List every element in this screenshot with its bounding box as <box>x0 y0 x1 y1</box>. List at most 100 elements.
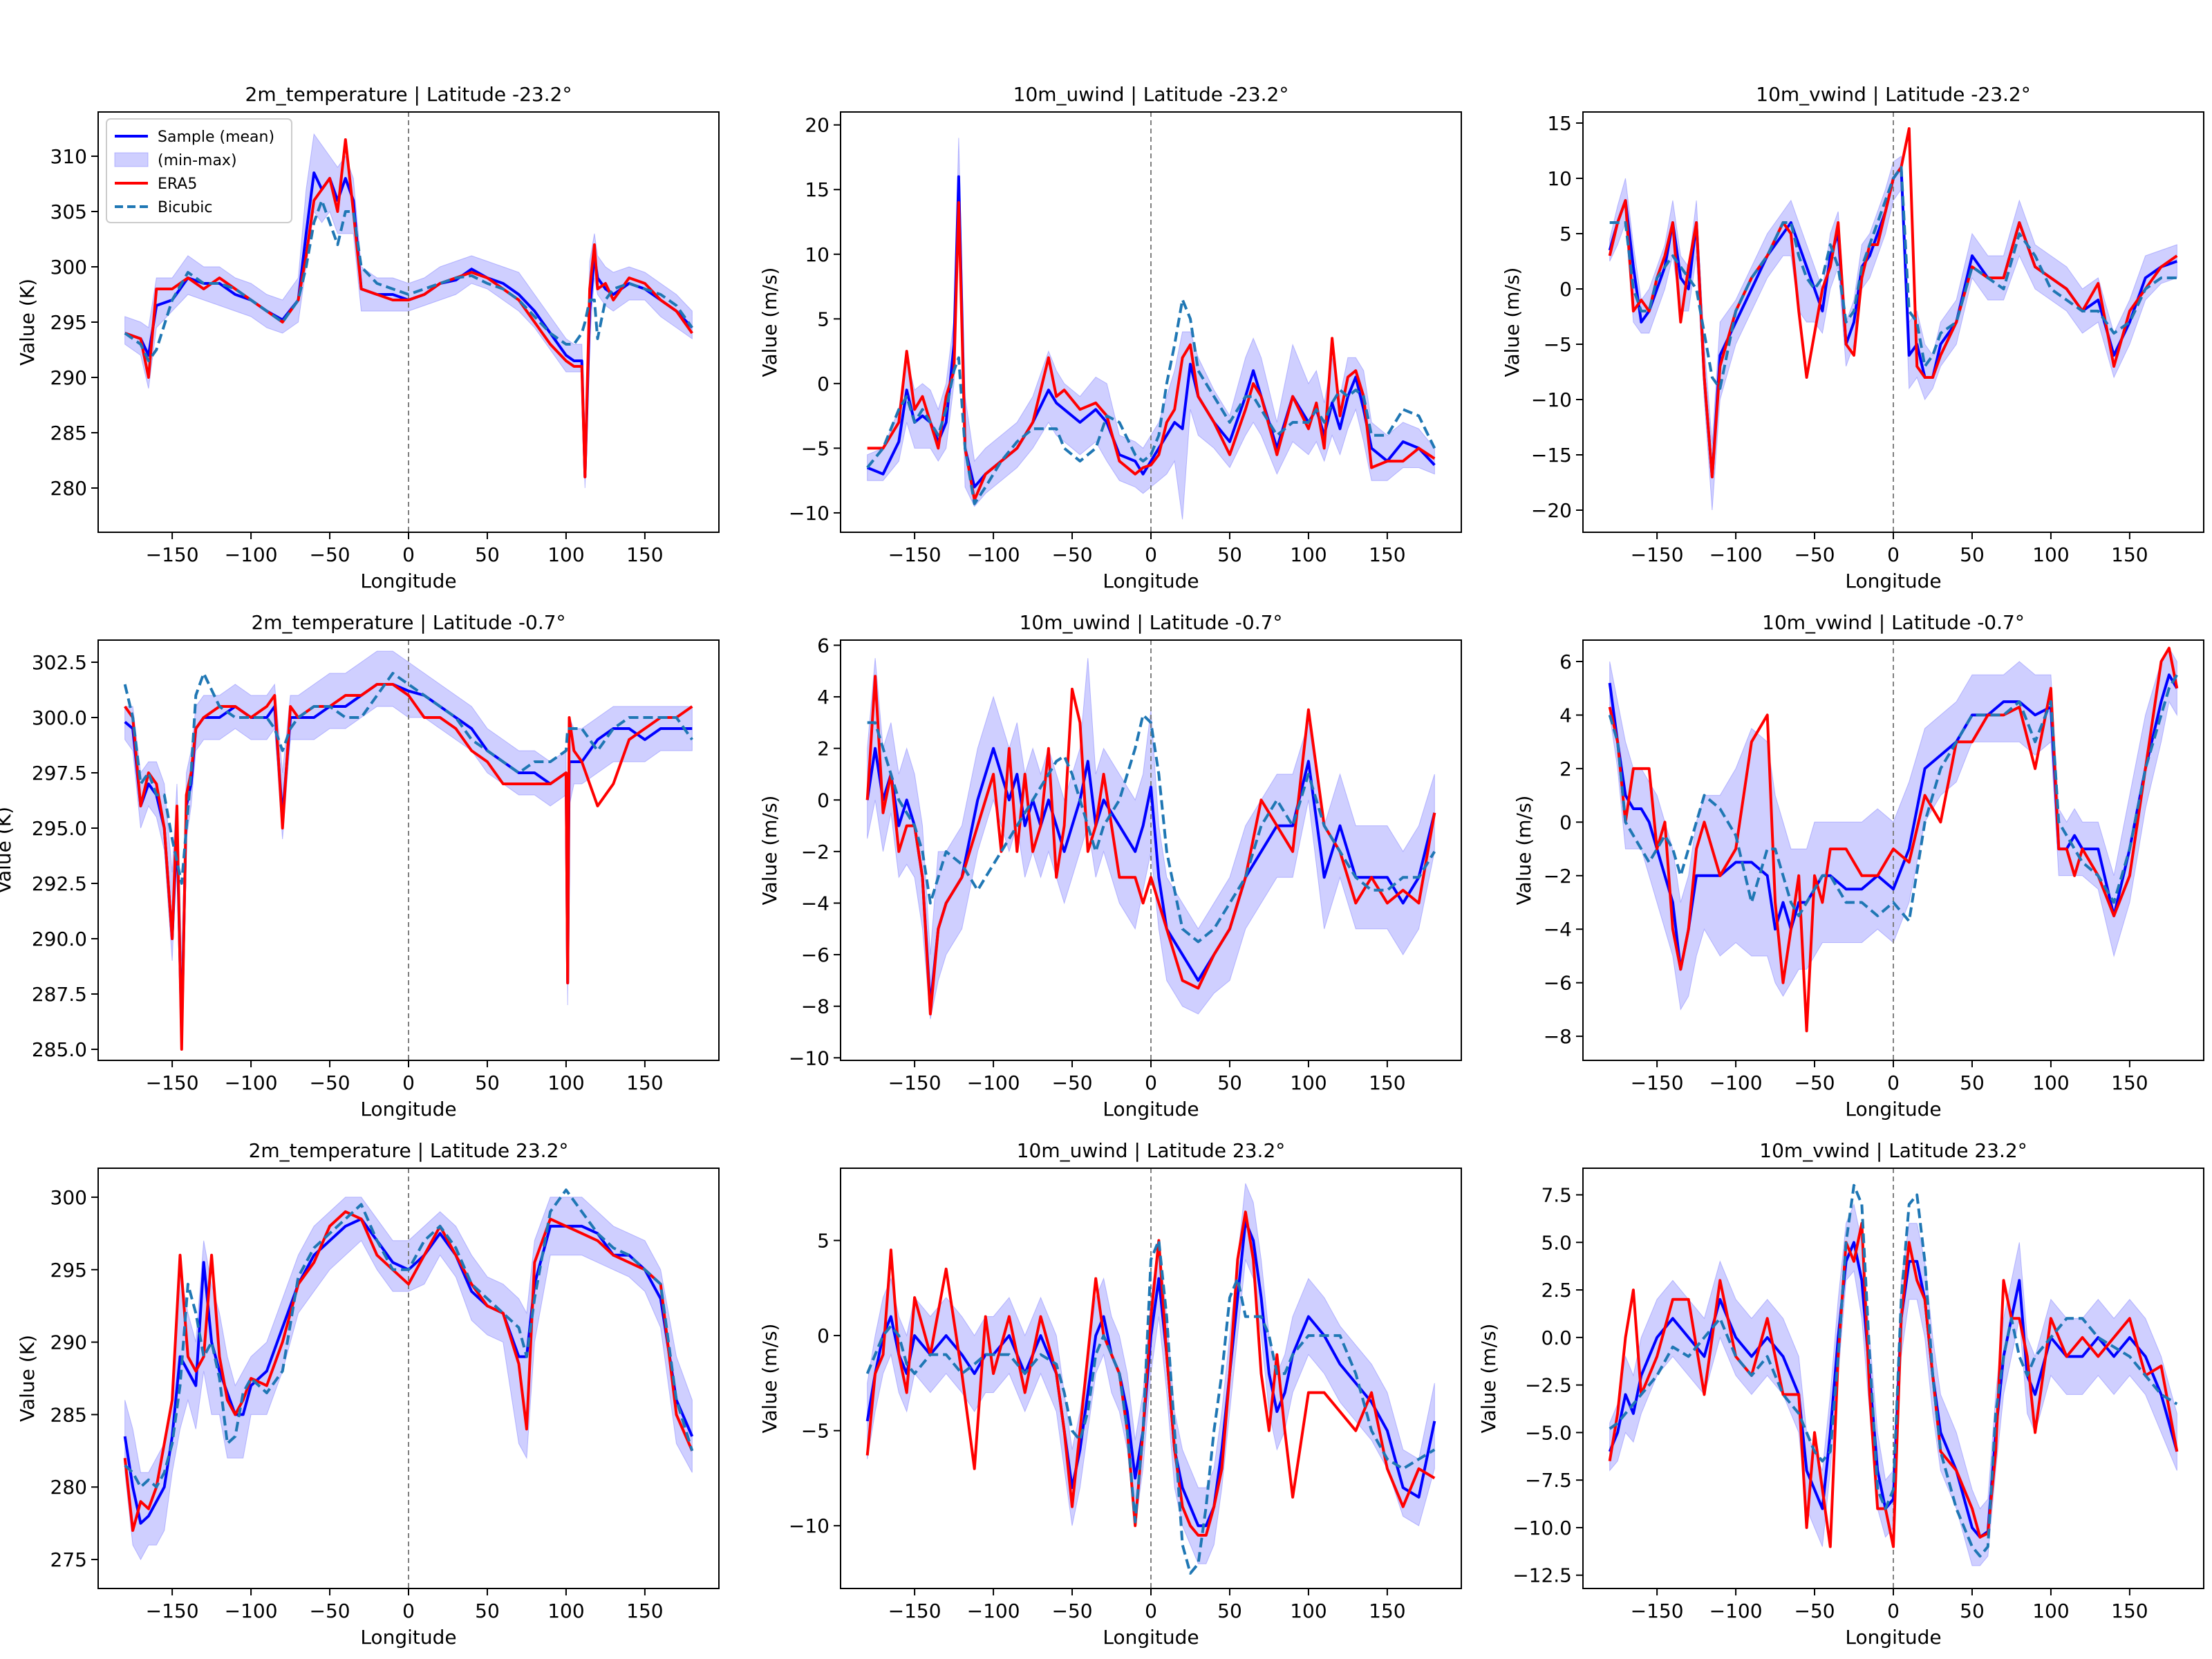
x-tick-label: −50 <box>1794 1071 1835 1094</box>
x-tick-label: −50 <box>1051 543 1092 566</box>
panel-title: 10m_vwind | Latitude -23.2° <box>1756 83 2031 106</box>
sample-mean-line <box>1608 673 2179 971</box>
x-axis-label: Longitude <box>1103 1098 1199 1121</box>
x-tick-label: −150 <box>146 1071 199 1094</box>
plot-area <box>1608 1168 2179 1588</box>
y-tick-label: 290.0 <box>32 928 87 950</box>
x-tick-label: 150 <box>1369 1071 1405 1094</box>
bicubic-line <box>123 672 693 885</box>
bicubic-line <box>124 199 693 362</box>
x-tick-label: −100 <box>967 1071 1020 1094</box>
x-tick-label: −100 <box>1709 1600 1763 1622</box>
x-tick-label: 50 <box>1217 543 1242 566</box>
y-tick-label: 300 <box>50 1186 87 1209</box>
y-tick-label: 0 <box>817 1324 830 1347</box>
plot-area <box>866 112 1436 532</box>
x-axis-label: Longitude <box>1103 570 1199 592</box>
x-tick-label: 50 <box>475 543 500 566</box>
y-tick-label: 280 <box>50 477 87 500</box>
x-tick-label: −150 <box>1631 1071 1684 1094</box>
y-axis-label: Value (m/s) <box>1501 268 1524 377</box>
panel-title: 10m_uwind | Latitude 23.2° <box>1017 1139 1286 1162</box>
y-axis-label: Value (m/s) <box>1512 796 1535 906</box>
x-tick-label: 150 <box>2111 1600 2148 1622</box>
y-tick-label: −10 <box>789 1515 830 1537</box>
y-tick-label: 300.0 <box>32 706 87 729</box>
panel-5: −150 −100 −50 0 50 100 150 −10 −8 −6 −4 −2 0 2 4 6 10m_u… <box>758 611 1462 1121</box>
x-tick-label: −50 <box>1051 1600 1092 1622</box>
x-tick-label: 150 <box>626 1600 663 1622</box>
x-axis-label: Longitude <box>360 1098 456 1121</box>
y-axis-label: Value (K) <box>0 807 15 894</box>
sample-mean-line <box>123 1217 694 1525</box>
y-axis-label: Value (K) <box>16 279 39 366</box>
y-tick-label: 10 <box>805 243 830 266</box>
y-tick-label: 295 <box>50 311 87 334</box>
panel-title: 10m_uwind | Latitude -0.7° <box>1020 611 1283 634</box>
x-tick-label: −150 <box>146 543 199 566</box>
y-tick-label: 290 <box>50 366 87 389</box>
y-tick-label: 10 <box>1547 167 1572 190</box>
y-tick-label: −8 <box>801 995 830 1018</box>
y-tick-label: 15 <box>805 178 830 201</box>
y-axis-label: Value (K) <box>16 1335 39 1422</box>
x-tick-label: 50 <box>1960 1071 1985 1094</box>
y-tick-label: 295.0 <box>32 817 87 840</box>
y-tick-label: 5 <box>817 1230 830 1253</box>
bicubic-line <box>865 1239 1436 1575</box>
x-tick-label: −50 <box>309 1600 350 1622</box>
x-tick-label: 150 <box>1369 543 1405 566</box>
x-tick-label: −100 <box>225 1071 278 1094</box>
y-tick-label: 5.0 <box>1541 1231 1572 1254</box>
panel-title: 2m_temperature | Latitude -23.2° <box>245 83 572 106</box>
y-tick-label: 0 <box>1559 811 1572 834</box>
y-tick-label: 297.5 <box>32 762 87 785</box>
panel-title: 10m_vwind | Latitude -0.7° <box>1762 611 2025 634</box>
x-tick-label: −50 <box>309 543 350 566</box>
x-tick-label: 0 <box>1145 543 1157 566</box>
bicubic-line <box>1609 1183 2178 1558</box>
plot-area <box>865 1168 1436 1588</box>
y-tick-label: 0.0 <box>1541 1327 1572 1349</box>
panel-1: −150 −100 −50 0 50 100 150 280 285 290 295 300 305 31… <box>16 83 720 592</box>
y-tick-label: 7.5 <box>1541 1184 1572 1207</box>
x-tick-label: 50 <box>1960 543 1985 566</box>
y-tick-label: −15 <box>1531 444 1572 467</box>
plot-area <box>123 1168 694 1588</box>
y-tick-label: 285.0 <box>32 1038 87 1061</box>
y-tick-label: −4 <box>801 892 830 915</box>
x-tick-label: 100 <box>547 1071 584 1094</box>
y-tick-label: 305 <box>50 200 87 223</box>
x-tick-label: 100 <box>547 1600 584 1622</box>
sample-mean-line <box>866 175 1436 489</box>
y-tick-label: 5 <box>1559 223 1572 245</box>
x-tick-label: −100 <box>967 543 1020 566</box>
y-tick-label: −20 <box>1531 499 1572 522</box>
panel-title: 2m_temperature | Latitude -0.7° <box>251 611 565 634</box>
x-tick-label: 100 <box>1290 1071 1327 1094</box>
y-tick-label: −10 <box>789 1047 830 1069</box>
y-tick-label: −10.0 <box>1512 1517 1572 1539</box>
y-tick-label: 285 <box>50 422 87 444</box>
x-tick-label: −150 <box>888 543 941 566</box>
x-tick-label: 0 <box>1145 1071 1157 1094</box>
x-tick-label: −100 <box>1709 1071 1763 1094</box>
x-tick-label: 150 <box>626 1071 663 1094</box>
y-tick-label: 4 <box>817 686 830 709</box>
plot-area <box>123 640 693 1060</box>
bicubic-line <box>1608 674 2179 923</box>
legend-entry-label: (min-max) <box>158 152 237 169</box>
legend-box <box>106 118 292 223</box>
y-tick-label: −5 <box>801 437 830 460</box>
x-tick-label: −100 <box>967 1600 1020 1622</box>
y-tick-label: −2 <box>1544 865 1572 888</box>
panel-9: −150 −100 −50 0 50 100 150 −12.5 −10.0 −7.5 −5.0 −2… <box>1477 1139 2204 1649</box>
x-tick-label: 0 <box>1887 543 1900 566</box>
bicubic-line <box>124 1188 694 1489</box>
panel-6: −150 −100 −50 0 50 100 150 −8 −6 −4 −2 0 2 4 6 10m_vwin… <box>1512 611 2204 1121</box>
y-tick-label: 292.5 <box>32 872 87 895</box>
y-tick-label: 287.5 <box>32 983 87 1006</box>
x-tick-label: −100 <box>1709 543 1763 566</box>
